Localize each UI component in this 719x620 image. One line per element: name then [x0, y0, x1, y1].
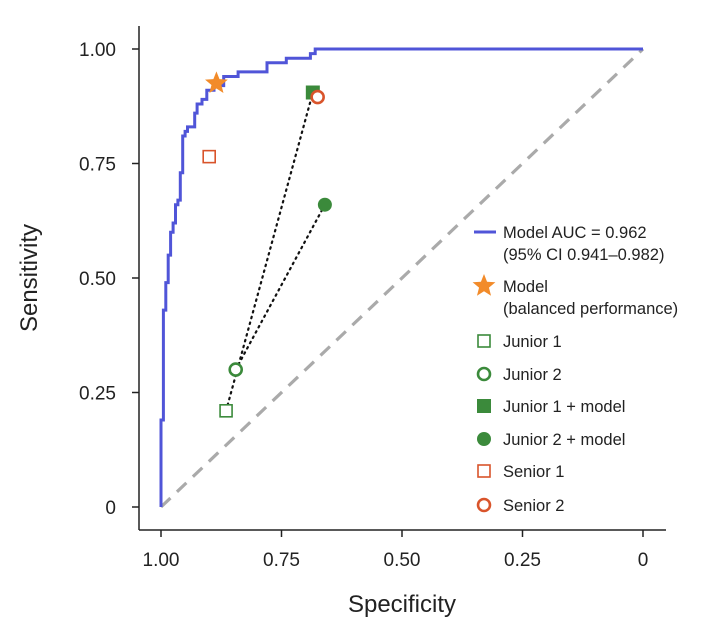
legend-label-junior-2: Junior 2 — [503, 366, 562, 384]
legend-label-junior-2-plus-model: Junior 2 + model — [503, 431, 625, 449]
legend-label-senior-1: Senior 1 — [503, 463, 564, 481]
x-tick-label: 1.00 — [143, 550, 180, 571]
roc-curve-line — [159, 47, 643, 507]
marker-model — [205, 71, 228, 94]
legend-swatch-junior-1 — [477, 334, 491, 348]
diagonal-layer — [159, 47, 645, 509]
marker-senior-2 — [310, 89, 325, 105]
y-tick-label: 0.50 — [79, 269, 116, 290]
x-tick-label: 0 — [638, 550, 649, 571]
marker-layer — [202, 71, 332, 418]
x-tick-label: 0.75 — [263, 550, 300, 571]
legend: Model AUC = 0.962 (95% CI 0.941–0.982) Mod… — [472, 224, 678, 515]
y-axis-title: Sensitivity — [16, 224, 43, 332]
marker-junior-2-plus-model — [317, 197, 332, 212]
y-tick-label: 0.25 — [79, 384, 116, 405]
x-ticks: 1.00 0.75 0.50 0.25 0 — [143, 530, 649, 571]
legend-label-model: Model — [503, 278, 548, 296]
chance-diagonal-line — [159, 47, 645, 509]
x-tick-label: 0.25 — [504, 550, 541, 571]
legend-swatch-junior-1-plus-model — [477, 399, 491, 413]
y-tick-label: 1.00 — [79, 40, 116, 61]
y-tick-label: 0 — [105, 498, 116, 519]
y-ticks: 0 0.25 0.50 0.75 1.00 — [79, 40, 139, 519]
legend-swatch-junior-2-plus-model — [477, 432, 491, 446]
legend-swatch-senior-1 — [477, 464, 491, 478]
connector-line-1 — [224, 91, 314, 412]
x-tick-label: 0.50 — [384, 550, 421, 571]
legend-label-senior-2: Senior 2 — [503, 497, 564, 515]
x-axis-title: Specificity — [348, 591, 456, 618]
marker-junior-1 — [219, 404, 233, 418]
legend-label-junior-1-plus-model: Junior 1 + model — [503, 398, 625, 416]
legend-swatch-senior-2 — [476, 497, 492, 513]
marker-senior-1 — [202, 149, 216, 164]
legend-curve-ci: (95% CI 0.941–0.982) — [503, 246, 664, 264]
connector-line-2 — [234, 203, 326, 371]
legend-label-junior-1: Junior 1 — [503, 333, 562, 351]
legend-sublabel-model: (balanced performance) — [503, 300, 678, 318]
marker-junior-2 — [228, 362, 244, 377]
connector-layer — [224, 91, 326, 412]
legend-curve-label: Model AUC = 0.962 — [503, 224, 647, 242]
legend-swatch-model — [472, 274, 496, 296]
curve-layer — [159, 47, 643, 507]
y-tick-label: 0.75 — [79, 155, 116, 176]
legend-swatch-junior-2 — [476, 366, 492, 382]
